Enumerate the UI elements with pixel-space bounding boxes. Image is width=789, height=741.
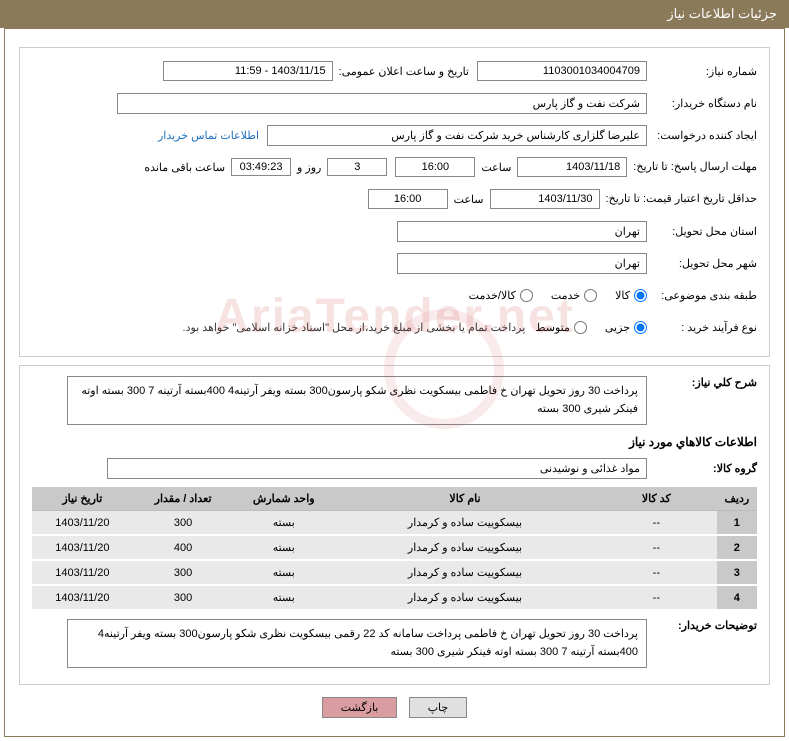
requester-label: ایجاد کننده درخواست: (647, 129, 757, 142)
cell-code: -- (596, 535, 717, 560)
radio-medium-input[interactable] (574, 321, 587, 334)
process-label: نوع فرآیند خرید : (647, 321, 757, 334)
radio-both[interactable]: کالا/خدمت (469, 289, 533, 302)
cell-name: بیسکوییت ساده و کرمدار (334, 535, 596, 560)
cell-qty: 400 (133, 535, 234, 560)
deadline-time: 16:00 (395, 157, 475, 177)
radio-goods-label: کالا (615, 289, 630, 302)
info-section: شماره نیاز: 1103001034004709 تاریخ و ساع… (19, 47, 770, 357)
radio-partial[interactable]: جزیی (605, 321, 647, 334)
cell-name: بیسکوییت ساده و کرمدار (334, 585, 596, 610)
buyer-notes-text: پرداخت 30 روز تحویل تهران خ فاطمی پرداخت… (67, 619, 647, 668)
announce-value: 1403/11/15 - 11:59 (163, 61, 333, 81)
summary-section: شرح کلي نياز: پرداخت 30 روز تحویل تهران … (19, 365, 770, 685)
radio-goods-input[interactable] (634, 289, 647, 302)
radio-partial-label: جزیی (605, 321, 630, 334)
radio-goods[interactable]: کالا (615, 289, 647, 302)
group-label: گروه کالا: (647, 462, 757, 475)
category-label: طبقه بندی موضوعی: (647, 289, 757, 302)
th-name: نام کالا (334, 487, 596, 511)
cell-date: 1403/11/20 (32, 560, 133, 585)
hour-label-2: ساعت (454, 193, 484, 206)
city-value: تهران (397, 253, 647, 274)
th-row: ردیف (717, 487, 757, 511)
back-button[interactable]: بازگشت (322, 697, 398, 718)
need-no-value: 1103001034004709 (477, 61, 647, 81)
cell-unit: بسته (233, 535, 334, 560)
radio-partial-input[interactable] (634, 321, 647, 334)
group-value: مواد غذائی و نوشیدنی (107, 458, 647, 479)
cell-unit: بسته (233, 585, 334, 610)
cell-name: بیسکوییت ساده و کرمدار (334, 560, 596, 585)
radio-medium[interactable]: متوسط (535, 321, 587, 334)
page-container: جزئیات اطلاعات نیاز AriaTender.net شماره… (0, 0, 789, 737)
deadline-date: 1403/11/18 (517, 157, 627, 177)
requester-value: علیرضا گلزاری کارشناس خرید شرکت نفت و گا… (267, 125, 647, 146)
province-label: استان محل تحویل: (647, 225, 757, 238)
buyer-org-value: شرکت نفت و گاز پارس (117, 93, 647, 114)
remain-label: ساعت باقی مانده (144, 161, 225, 174)
summary-text: پرداخت 30 روز تحویل تهران خ فاطمی بیسکوی… (67, 376, 647, 425)
cell-row: 3 (717, 560, 757, 585)
cell-date: 1403/11/20 (32, 511, 133, 536)
cell-name: بیسکوییت ساده و کرمدار (334, 511, 596, 536)
panel-title: جزئیات اطلاعات نیاز (0, 0, 789, 28)
validity-date: 1403/11/30 (490, 189, 600, 209)
process-note: پرداخت تمام یا بخشی از مبلغ خرید،از محل … (183, 321, 526, 334)
items-table: ردیف کد کالا نام کالا واحد شمارش تعداد /… (32, 487, 757, 611)
cell-code: -- (596, 585, 717, 610)
days-label: روز و (297, 161, 321, 174)
th-qty: تعداد / مقدار (133, 487, 234, 511)
table-row: 4--بیسکوییت ساده و کرمداربسته3001403/11/… (32, 585, 757, 610)
cell-code: -- (596, 560, 717, 585)
process-radio-group: جزیی متوسط (535, 321, 647, 334)
table-row: 3--بیسکوییت ساده و کرمداربسته3001403/11/… (32, 560, 757, 585)
print-button[interactable]: چاپ (409, 697, 468, 718)
table-header-row: ردیف کد کالا نام کالا واحد شمارش تعداد /… (32, 487, 757, 511)
table-row: 1--بیسکوییت ساده و کرمداربسته3001403/11/… (32, 511, 757, 536)
announce-label: تاریخ و ساعت اعلان عمومی: (333, 65, 469, 78)
radio-both-input[interactable] (520, 289, 533, 302)
need-no-label: شماره نیاز: (647, 65, 757, 78)
buyer-notes-label: توضیحات خریدار: (647, 619, 757, 632)
cell-date: 1403/11/20 (32, 585, 133, 610)
cell-unit: بسته (233, 560, 334, 585)
cell-qty: 300 (133, 511, 234, 536)
radio-service[interactable]: خدمت (551, 289, 597, 302)
category-radio-group: کالا خدمت کالا/خدمت (469, 289, 647, 302)
cell-row: 4 (717, 585, 757, 610)
cell-row: 2 (717, 535, 757, 560)
summary-label: شرح کلي نياز: (647, 376, 757, 389)
cell-code: -- (596, 511, 717, 536)
cell-date: 1403/11/20 (32, 535, 133, 560)
validity-label: حداقل تاریخ اعتبار قیمت: تا تاریخ: (600, 192, 757, 206)
radio-medium-label: متوسط (535, 321, 570, 334)
cell-row: 1 (717, 511, 757, 536)
deadline-label: مهلت ارسال پاسخ: تا تاریخ: (627, 160, 757, 174)
days-remaining: 3 (327, 158, 387, 176)
radio-service-input[interactable] (584, 289, 597, 302)
radio-both-label: کالا/خدمت (469, 289, 516, 302)
table-row: 2--بیسکوییت ساده و کرمداربسته4001403/11/… (32, 535, 757, 560)
items-section-title: اطلاعات کالاهاي مورد نياز (32, 435, 757, 449)
cell-qty: 300 (133, 585, 234, 610)
cell-qty: 300 (133, 560, 234, 585)
th-date: تاریخ نیاز (32, 487, 133, 511)
time-countdown: 03:49:23 (231, 158, 291, 176)
province-value: تهران (397, 221, 647, 242)
th-code: کد کالا (596, 487, 717, 511)
content-panel: AriaTender.net شماره نیاز: 1103001034004… (4, 28, 785, 737)
cell-unit: بسته (233, 511, 334, 536)
th-unit: واحد شمارش (233, 487, 334, 511)
buyer-contact-link[interactable]: اطلاعات تماس خریدار (158, 129, 259, 142)
hour-label-1: ساعت (481, 161, 511, 174)
radio-service-label: خدمت (551, 289, 580, 302)
footer-buttons: چاپ بازگشت (19, 697, 770, 722)
city-label: شهر محل تحویل: (647, 257, 757, 270)
buyer-org-label: نام دستگاه خریدار: (647, 97, 757, 110)
validity-time: 16:00 (368, 189, 448, 209)
